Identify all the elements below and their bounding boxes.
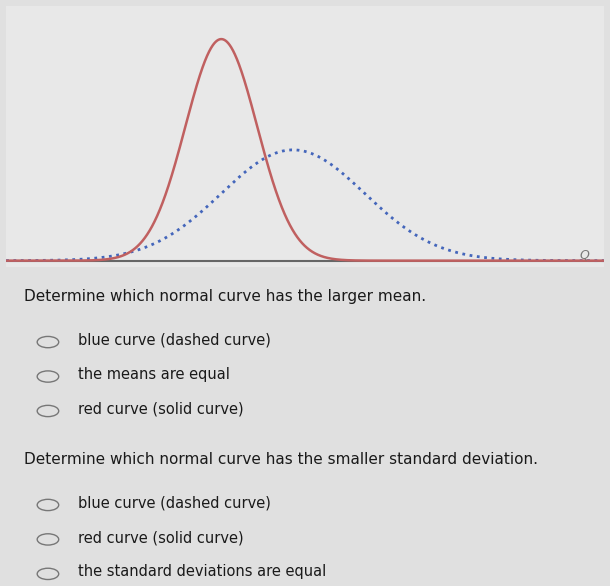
Text: red curve (solid curve): red curve (solid curve) xyxy=(78,401,243,417)
Text: blue curve (dashed curve): blue curve (dashed curve) xyxy=(78,333,271,347)
Text: the standard deviations are equal: the standard deviations are equal xyxy=(78,564,326,580)
Text: Determine which normal curve has the smaller standard deviation.: Determine which normal curve has the sma… xyxy=(24,452,538,466)
Text: Q: Q xyxy=(579,248,589,262)
Text: blue curve (dashed curve): blue curve (dashed curve) xyxy=(78,496,271,510)
Text: red curve (solid curve): red curve (solid curve) xyxy=(78,530,243,545)
Text: the means are equal: the means are equal xyxy=(78,367,230,382)
Text: Determine which normal curve has the larger mean.: Determine which normal curve has the lar… xyxy=(24,289,426,304)
